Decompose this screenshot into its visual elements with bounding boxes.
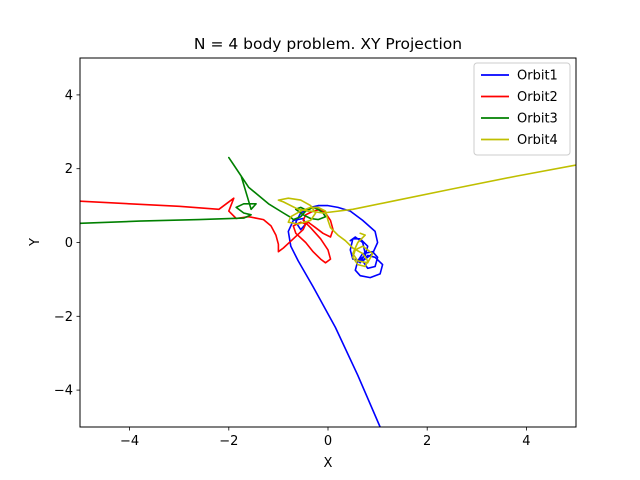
legend-box bbox=[473, 62, 571, 156]
y-tick-label: −2 bbox=[54, 310, 73, 325]
y-axis: −4 −2 0 2 4 bbox=[54, 88, 80, 399]
x-tick-label: 4 bbox=[522, 434, 530, 449]
legend: Orbit1 Orbit2 Orbit3 Orbit4 bbox=[473, 62, 571, 156]
x-tick-label: −2 bbox=[219, 434, 238, 449]
y-tick-label: −4 bbox=[54, 384, 73, 399]
series-layer bbox=[80, 156, 576, 427]
x-tick-label: 0 bbox=[324, 434, 332, 449]
legend-label-orbit2: Orbit2 bbox=[517, 90, 558, 105]
y-tick-label: 2 bbox=[65, 162, 73, 177]
legend-label-orbit3: Orbit3 bbox=[517, 112, 558, 127]
x-tick-label: −4 bbox=[120, 434, 139, 449]
x-axis-label: X bbox=[324, 456, 333, 471]
legend-label-orbit4: Orbit4 bbox=[517, 133, 558, 148]
chart-title: N = 4 body problem. XY Projection bbox=[194, 35, 462, 53]
series-line-orbit3 bbox=[80, 156, 327, 225]
y-tick-label: 0 bbox=[65, 236, 73, 251]
series-line-orbit4 bbox=[277, 164, 576, 268]
legend-label-orbit1: Orbit1 bbox=[517, 69, 558, 84]
x-axis: −4 −2 0 2 4 bbox=[120, 427, 531, 449]
y-tick-label: 4 bbox=[65, 88, 73, 103]
x-tick-label: 2 bbox=[423, 434, 431, 449]
y-axis-label: Y bbox=[28, 238, 43, 247]
